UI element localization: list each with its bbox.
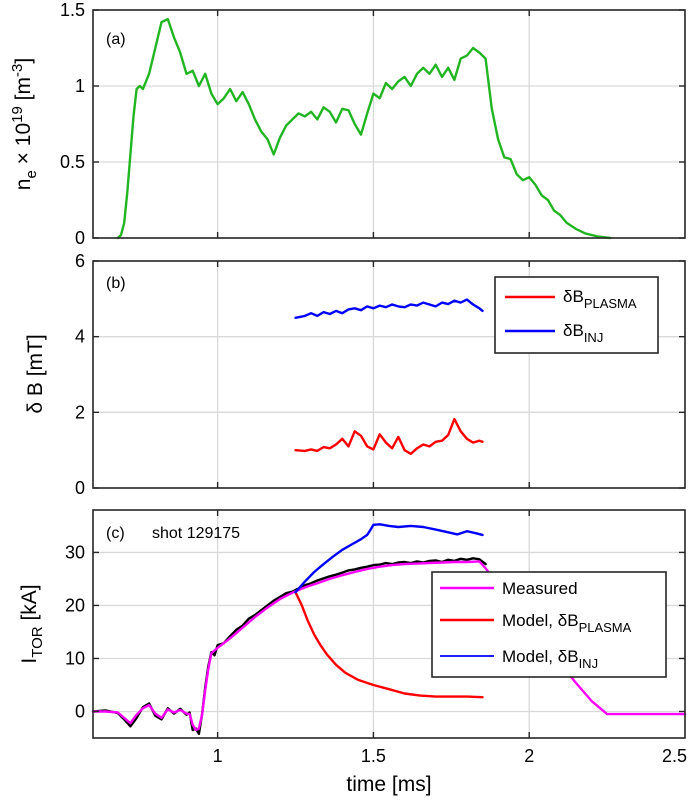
panel-a-frame: [92, 9, 686, 239]
panel-b-legend: δBPLASMA δBINJ: [494, 276, 659, 354]
panel-b-label: (b): [106, 275, 126, 292]
legend-label-dbplasma: δBPLASMA: [563, 287, 637, 311]
panel-b-ytick-label: 6: [75, 251, 85, 271]
x-axis-label: time [ms]: [346, 773, 431, 796]
panel-c-frame: [92, 509, 686, 739]
panel-b-series-b-inj: [294, 298, 484, 319]
panel-a-series-n-e: [116, 17, 612, 240]
legend-label-model-plasma: Model, δBPLASMA: [502, 611, 632, 635]
panel-a-ytick-label: 1.5: [60, 0, 85, 20]
panel-b-ytick-label: 0: [75, 478, 85, 498]
panel-a-ytick-label: 0: [75, 228, 85, 248]
panel-b-ytick-label: 4: [75, 327, 85, 347]
x-tick-label: 1: [213, 746, 223, 766]
panel-a-ylabel: ne × 1019 [m-3]: [9, 58, 40, 190]
panel-c-ytick-label: 0: [75, 701, 85, 721]
panel-b-frame: [92, 260, 686, 489]
x-tick-label: 2.5: [662, 746, 687, 766]
panel-c-label: (c): [106, 525, 125, 542]
panel-a-ytick-label: 1: [75, 76, 85, 96]
panel-c-legend: Measured Model, δBPLASMA Model, δBINJ: [431, 571, 667, 678]
legend-label-model-inj: Model, δBINJ: [502, 647, 598, 671]
x-tick-label: 2: [524, 746, 534, 766]
panel-c-ytick-label: 30: [65, 542, 85, 562]
panel-c: 0 10 20 30 1 1.5 2 2.5 (c) shot 129175 ITOR [kA…: [18, 509, 687, 796]
panel-c-ylabel: ITOR [kA]: [18, 584, 46, 663]
panel-a-ytick-label: 0.5: [60, 152, 85, 172]
panel-c-series-model-b-inj: [294, 523, 484, 594]
legend-label-measured: Measured: [502, 579, 578, 598]
panel-b-series-b-plasma: [294, 417, 484, 456]
x-tick-label: 1.5: [361, 746, 386, 766]
panel-c-series-model-b-plasma: [294, 591, 484, 699]
panel-b-ylabel: δ B [mT]: [24, 334, 47, 413]
panel-a: 0 0.5 1 1.5 (a) ne × 1019 [m-3]: [9, 0, 686, 248]
panel-b-ytick-label: 2: [75, 402, 85, 422]
legend-label-dbinj: δBINJ: [563, 321, 603, 345]
panel-b: 0 2 4 6 (b) δ B [mT] δBPLASMA δBINJ: [24, 251, 686, 498]
panel-a-label: (a): [106, 31, 126, 48]
panel-c-ytick-label: 10: [65, 648, 85, 668]
panel-c-ytick-label: 20: [65, 595, 85, 615]
shot-annotation: shot 129175: [152, 525, 240, 542]
